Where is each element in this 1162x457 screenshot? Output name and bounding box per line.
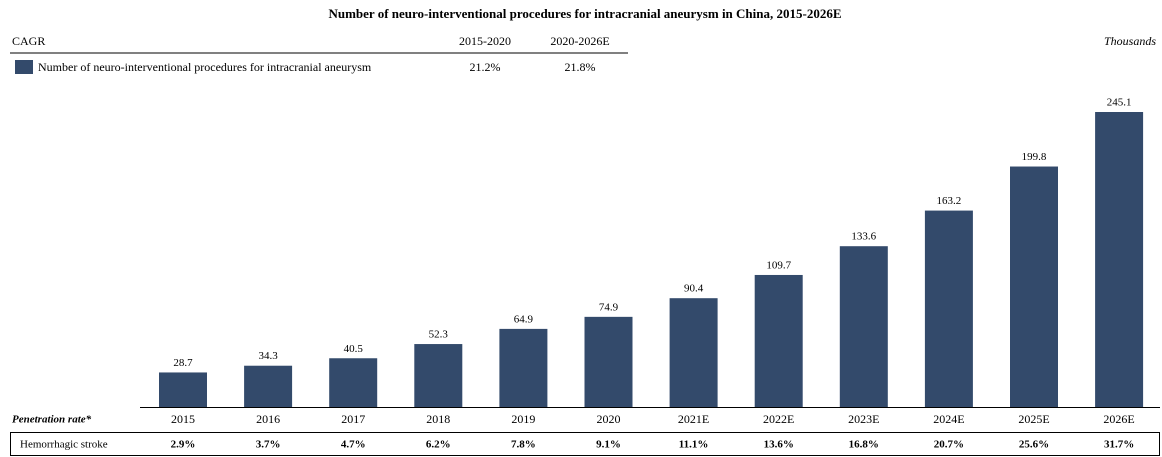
x-tick-label: 2023E — [848, 412, 879, 426]
bar — [329, 358, 378, 407]
data-label: 109.7 — [766, 259, 791, 271]
x-tick-label: 2020 — [597, 412, 621, 426]
x-tick-label: 2024E — [933, 412, 964, 426]
x-tick-label: 2019 — [511, 412, 535, 426]
x-tick-label: 2026E — [1103, 412, 1134, 426]
penetration-value: 3.7% — [256, 439, 281, 451]
penetration-value: 4.7% — [341, 439, 366, 451]
bar — [669, 298, 718, 407]
bar — [924, 210, 973, 407]
penetration-value: 11.1% — [679, 439, 709, 451]
penetration-value: 16.8% — [849, 439, 879, 451]
x-tick-label: 2017 — [341, 412, 365, 426]
penetration-value: 20.7% — [934, 439, 964, 451]
penetration-value: 31.7% — [1104, 439, 1134, 451]
x-tick-label: 2015 — [171, 412, 195, 426]
bar — [1095, 112, 1144, 407]
penetration-box — [10, 432, 1160, 456]
cagr-label: CAGR — [12, 34, 45, 48]
legend-swatch — [15, 60, 33, 74]
cagr-value: 21.8% — [565, 60, 596, 74]
bar — [839, 246, 888, 407]
bar — [1010, 166, 1058, 407]
legend-label: Number of neuro-interventional procedure… — [38, 60, 372, 74]
x-tick-label: 2022E — [763, 412, 794, 426]
bar — [244, 365, 293, 407]
bar — [584, 316, 633, 407]
penetration-value: 6.2% — [426, 439, 451, 451]
penetration-value: 25.6% — [1019, 439, 1049, 451]
data-label: 90.4 — [684, 283, 704, 295]
x-tick-label: 2021E — [678, 412, 709, 426]
data-label: 52.3 — [429, 329, 449, 341]
data-label: 133.6 — [851, 231, 876, 243]
data-label: 199.8 — [1022, 151, 1047, 163]
bar — [499, 328, 548, 407]
chart-title: Number of neuro-interventional procedure… — [328, 6, 841, 21]
cagr-value: 21.2% — [470, 60, 501, 74]
penetration-label: Penetration rate* — [12, 414, 92, 426]
penetration-value: 7.8% — [511, 439, 536, 451]
x-tick-label: 2018 — [426, 412, 450, 426]
bar — [414, 344, 463, 407]
data-label: 64.9 — [514, 313, 534, 325]
cagr-period: 2020-2026E — [550, 34, 609, 48]
x-tick-label: 2025E — [1018, 412, 1049, 426]
bar — [754, 274, 803, 407]
data-label: 40.5 — [344, 343, 364, 355]
penetration-value: 13.6% — [764, 439, 794, 451]
cagr-period: 2015-2020 — [459, 34, 511, 48]
unit-label: Thousands — [1104, 34, 1156, 48]
bar — [159, 372, 207, 407]
penetration-value: 9.1% — [596, 439, 621, 451]
penetration-value: 2.9% — [171, 439, 196, 451]
data-label: 74.9 — [599, 301, 619, 313]
data-label: 34.3 — [258, 350, 278, 362]
x-tick-label: 2016 — [256, 412, 280, 426]
penetration-row-label: Hemorrhagic stroke — [20, 439, 108, 451]
data-label: 163.2 — [937, 195, 962, 207]
data-label: 28.7 — [173, 357, 193, 369]
data-label: 245.1 — [1107, 97, 1132, 109]
